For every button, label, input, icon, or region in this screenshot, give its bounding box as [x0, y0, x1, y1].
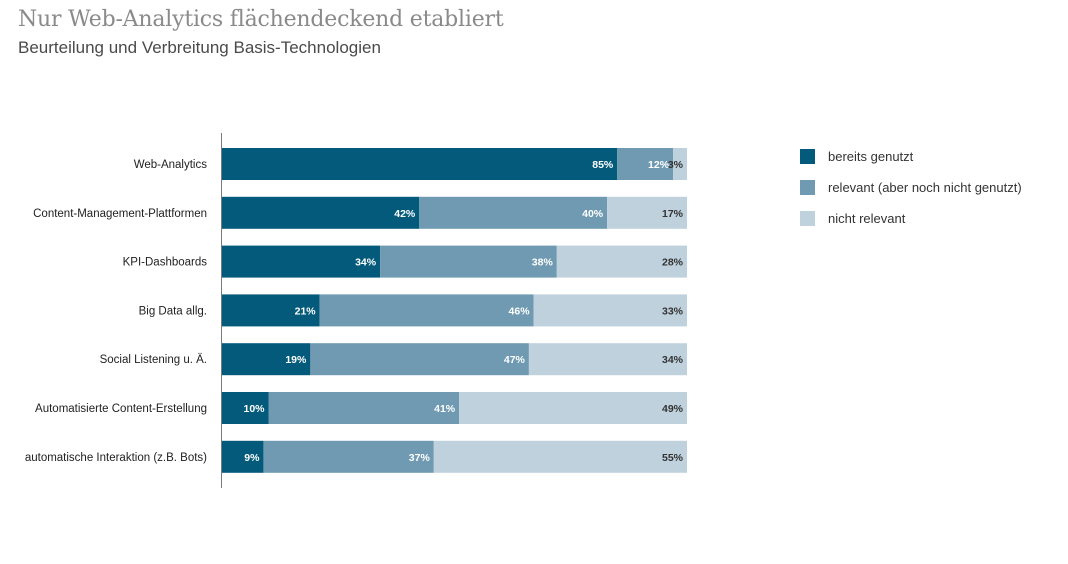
- bar-segment: [310, 343, 529, 376]
- legend-label: relevant (aber noch nicht genutzt): [828, 180, 1022, 195]
- bar-segment: [617, 148, 674, 180]
- bar-segment: [222, 196, 420, 229]
- legend-label: nicht relevant: [828, 211, 906, 226]
- bar-segment: [222, 343, 311, 376]
- data-label: 21%: [295, 305, 317, 317]
- bar-segment: [419, 196, 608, 229]
- data-label: 34%: [355, 257, 377, 269]
- bar-segment: [222, 392, 269, 424]
- category-label: Web-Analytics: [134, 159, 208, 171]
- data-label: 55%: [662, 452, 684, 464]
- bar-segment: [459, 392, 687, 424]
- data-label: 3%: [668, 159, 684, 171]
- data-label: 40%: [582, 208, 604, 220]
- bar-segment: [533, 294, 687, 327]
- category-label: Content-Management-Plattformen: [33, 208, 207, 220]
- category-label: automatische Interaktion (z.B. Bots): [25, 452, 207, 464]
- chart-subtitle: Beurteilung und Verbreitung Basis-Techno…: [18, 38, 381, 57]
- data-label: 41%: [434, 403, 456, 415]
- bar-segment: [673, 148, 687, 180]
- data-label: 38%: [532, 257, 554, 269]
- legend-swatch: [800, 180, 815, 195]
- data-label: 28%: [662, 257, 684, 269]
- data-label: 47%: [504, 354, 526, 366]
- chart-title: Nur Web-Analytics flächendeckend etablie…: [18, 7, 504, 32]
- data-label: 33%: [662, 305, 684, 317]
- data-label: 9%: [244, 452, 260, 464]
- bar-segment: [319, 294, 534, 327]
- data-label: 46%: [509, 305, 531, 317]
- bar-segment: [222, 440, 264, 473]
- data-label: 10%: [243, 403, 265, 415]
- data-label: 42%: [394, 208, 416, 220]
- bar-segment: [222, 148, 618, 180]
- data-label: 17%: [662, 208, 684, 220]
- bar-group: Web-Analytics 85% 12%3% Content-Management-…: [25, 148, 687, 473]
- bar-segment: [222, 294, 320, 327]
- data-label: 49%: [662, 403, 684, 415]
- bar-segment: [222, 245, 381, 278]
- category-label: Automatisierte Content-Erstellung: [35, 403, 207, 415]
- data-label: 12%: [648, 159, 670, 171]
- data-label: 19%: [285, 354, 307, 366]
- bar-segment: [268, 392, 460, 424]
- bar-segment: [607, 196, 687, 229]
- category-label: KPI-Dashboards: [123, 257, 208, 269]
- bar-segment: [528, 343, 687, 376]
- bar-segment: [556, 245, 687, 278]
- legend-swatch: [800, 211, 815, 226]
- data-label: 37%: [409, 452, 431, 464]
- category-label: Big Data allg.: [139, 305, 207, 317]
- data-label: 34%: [662, 354, 684, 366]
- category-label: Social Listening u. Ä.: [100, 354, 207, 366]
- legend-swatch: [800, 149, 815, 164]
- data-label: 85%: [592, 159, 614, 171]
- legend: bereits genutzt relevant (aber noch nicht…: [800, 149, 1022, 226]
- legend-label: bereits genutzt: [828, 149, 914, 164]
- bar-segment: [433, 440, 687, 473]
- bar-segment: [380, 245, 557, 278]
- bar-segment: [263, 440, 434, 473]
